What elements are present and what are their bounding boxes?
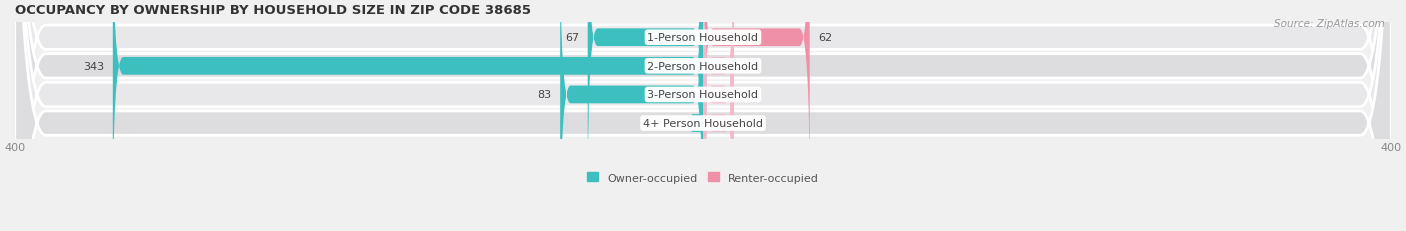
FancyBboxPatch shape (14, 0, 1392, 231)
FancyBboxPatch shape (560, 0, 703, 231)
FancyBboxPatch shape (14, 0, 1392, 231)
Text: Source: ZipAtlas.com: Source: ZipAtlas.com (1274, 18, 1385, 28)
Text: 83: 83 (537, 90, 551, 100)
Text: OCCUPANCY BY OWNERSHIP BY HOUSEHOLD SIZE IN ZIP CODE 38685: OCCUPANCY BY OWNERSHIP BY HOUSEHOLD SIZE… (14, 4, 530, 17)
Text: 0: 0 (742, 62, 749, 72)
FancyBboxPatch shape (703, 0, 734, 231)
FancyBboxPatch shape (703, 0, 734, 231)
FancyBboxPatch shape (14, 0, 1392, 231)
Legend: Owner-occupied, Renter-occupied: Owner-occupied, Renter-occupied (586, 172, 820, 183)
Text: 343: 343 (83, 62, 104, 72)
FancyBboxPatch shape (14, 0, 1392, 231)
FancyBboxPatch shape (690, 115, 703, 132)
Text: 7: 7 (675, 119, 682, 128)
Text: 4+ Person Household: 4+ Person Household (643, 119, 763, 128)
FancyBboxPatch shape (112, 0, 703, 229)
Text: 62: 62 (818, 33, 832, 43)
FancyBboxPatch shape (703, 0, 734, 212)
Text: 2-Person Household: 2-Person Household (647, 62, 759, 72)
Text: 67: 67 (565, 33, 579, 43)
Text: 0: 0 (742, 90, 749, 100)
FancyBboxPatch shape (588, 0, 703, 192)
Text: 0: 0 (742, 119, 749, 128)
Text: 1-Person Household: 1-Person Household (648, 33, 758, 43)
FancyBboxPatch shape (703, 0, 810, 200)
Text: 3-Person Household: 3-Person Household (648, 90, 758, 100)
